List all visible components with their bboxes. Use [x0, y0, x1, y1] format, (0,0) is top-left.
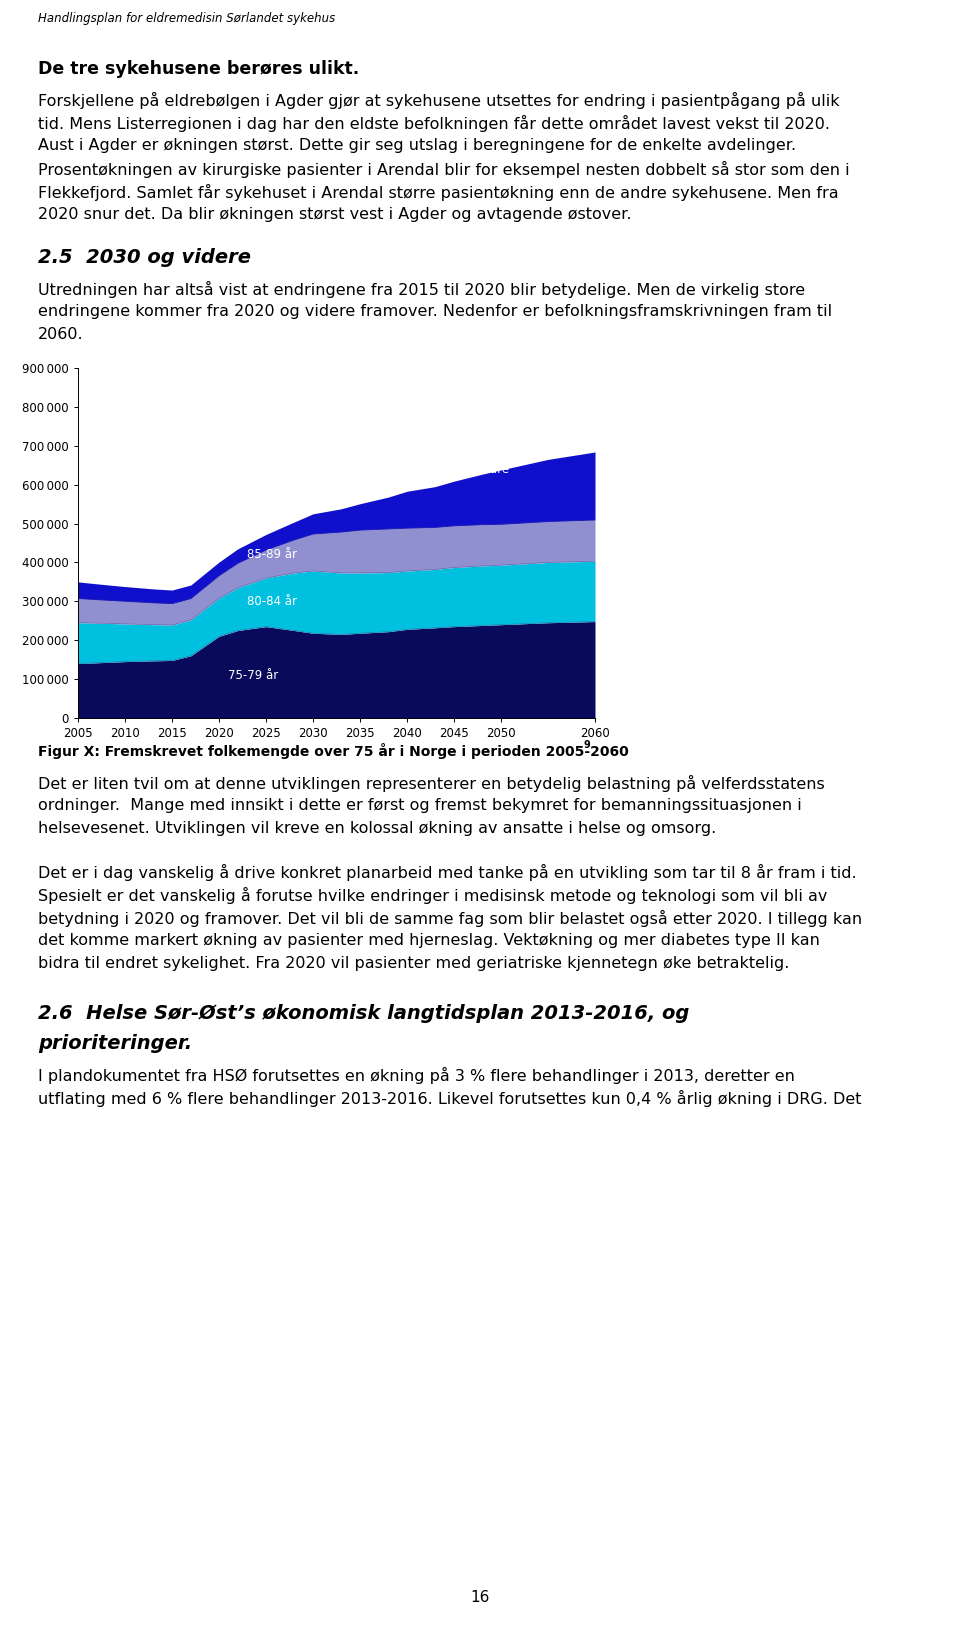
Text: endringene kommer fra 2020 og videre framover. Nedenfor er befolkningsframskrivn: endringene kommer fra 2020 og videre fra…: [38, 304, 832, 319]
Text: 9: 9: [583, 740, 589, 750]
Text: Utredningen har altså vist at endringene fra 2015 til 2020 blir betydelige. Men : Utredningen har altså vist at endringene…: [38, 281, 805, 298]
Text: Prosentøkningen av kirurgiske pasienter i Arendal blir for eksempel nesten dobbe: Prosentøkningen av kirurgiske pasienter …: [38, 161, 850, 177]
Text: 80-84 år: 80-84 år: [248, 595, 298, 608]
Text: det komme markert økning av pasienter med hjerneslag. Vektøkning og mer diabetes: det komme markert økning av pasienter me…: [38, 932, 820, 949]
Text: utflating med 6 % flere behandlinger 2013-2016. Likevel forutsettes kun 0,4 % år: utflating med 6 % flere behandlinger 201…: [38, 1090, 861, 1106]
Text: betydning i 2020 og framover. Det vil bli de samme fag som blir belastet også et: betydning i 2020 og framover. Det vil bl…: [38, 909, 862, 927]
Text: Spesielt er det vanskelig å forutse hvilke endringer i medisinsk metode og tekno: Spesielt er det vanskelig å forutse hvil…: [38, 887, 828, 905]
Text: 90 år og eldre: 90 år og eldre: [426, 462, 509, 477]
Text: Handlingsplan for eldremedisin Sørlandet sykehus: Handlingsplan for eldremedisin Sørlandet…: [38, 11, 335, 24]
Text: Det er liten tvil om at denne utviklingen representerer en betydelig belastning : Det er liten tvil om at denne utviklinge…: [38, 774, 825, 792]
Text: helsevesenet. Utviklingen vil kreve en kolossal økning av ansatte i helse og oms: helsevesenet. Utviklingen vil kreve en k…: [38, 822, 716, 836]
Text: Figur X: Fremskrevet folkemengde over 75 år i Norge i perioden 2005-2060: Figur X: Fremskrevet folkemengde over 75…: [38, 744, 629, 760]
Text: De tre sykehusene berøres ulikt.: De tre sykehusene berøres ulikt.: [38, 60, 359, 78]
Text: 2.5  2030 og videre: 2.5 2030 og videre: [38, 247, 251, 267]
Text: Aust i Agder er økningen størst. Dette gir seg utslag i beregningene for de enke: Aust i Agder er økningen størst. Dette g…: [38, 138, 796, 153]
Text: bidra til endret sykelighet. Fra 2020 vil pasienter med geriatriske kjennetegn ø: bidra til endret sykelighet. Fra 2020 vi…: [38, 957, 789, 971]
Text: 2.6  Helse Sør-Øst’s økonomisk langtidsplan 2013-2016, og: 2.6 Helse Sør-Øst’s økonomisk langtidspl…: [38, 1004, 689, 1023]
Text: 85-89 år: 85-89 år: [248, 548, 298, 561]
Text: 2060.: 2060.: [38, 327, 84, 342]
Text: 16: 16: [470, 1590, 490, 1604]
Text: Forskjellene på eldrebølgen i Agder gjør at sykehusene utsettes for endring i pa: Forskjellene på eldrebølgen i Agder gjør…: [38, 93, 840, 109]
Text: tid. Mens Listerregionen i dag har den eldste befolkningen får dette området lav: tid. Mens Listerregionen i dag har den e…: [38, 116, 830, 132]
Text: 2020 snur det. Da blir økningen størst vest i Agder og avtagende østover.: 2020 snur det. Da blir økningen størst v…: [38, 207, 632, 221]
Text: 75-79 år: 75-79 år: [228, 669, 278, 682]
Text: I plandokumentet fra HSØ forutsettes en økning på 3 % flere behandlinger i 2013,: I plandokumentet fra HSØ forutsettes en …: [38, 1067, 795, 1084]
Text: prioriteringer.: prioriteringer.: [38, 1035, 192, 1053]
Text: Det er i dag vanskelig å drive konkret planarbeid med tanke på en utvikling som : Det er i dag vanskelig å drive konkret p…: [38, 864, 856, 880]
Text: ordninger.  Mange med innsikt i dette er først og fremst bekymret for bemannings: ordninger. Mange med innsikt i dette er …: [38, 797, 802, 814]
Text: Flekkefjord. Samlet får sykehuset i Arendal større pasientøkning enn de andre sy: Flekkefjord. Samlet får sykehuset i Aren…: [38, 184, 839, 202]
